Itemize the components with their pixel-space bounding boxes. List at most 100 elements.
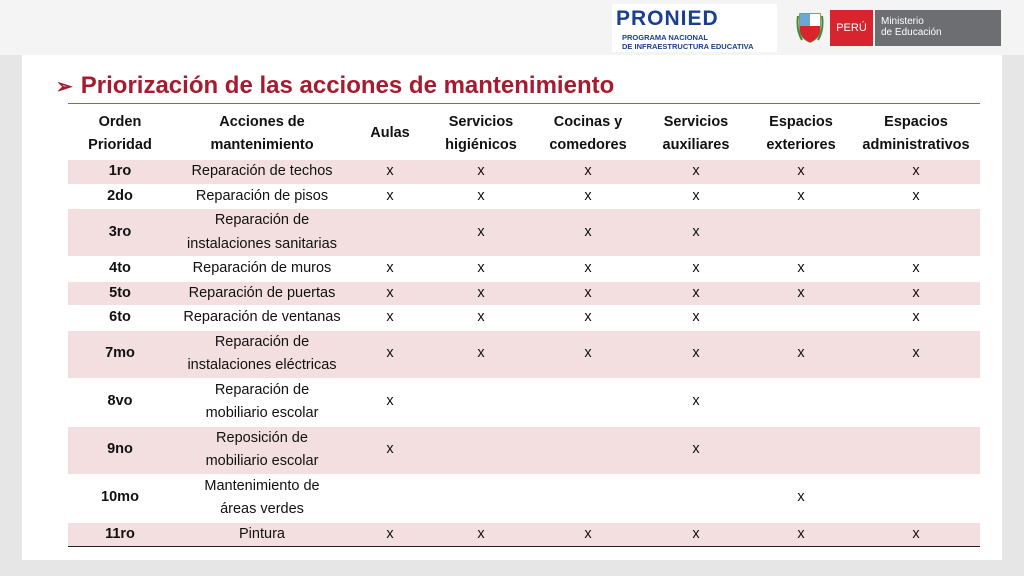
table-row: 9no Reposición de mobiliario escolar x x <box>68 426 980 474</box>
mark-cell <box>534 474 642 522</box>
slide-title: ➢ Priorización de las acciones de manteni… <box>56 72 614 100</box>
action-cell: Reparación de mobiliario escolar <box>205 381 319 422</box>
action-cell: Reparación de muros <box>192 260 332 276</box>
order-cell: 3ro <box>108 223 132 240</box>
bullet-arrow: ➢ <box>56 76 73 98</box>
mark-cell: x <box>797 489 805 506</box>
mark-cell <box>352 209 428 257</box>
mark-cell: x <box>797 163 805 179</box>
ministry-line: de Educación <box>881 27 942 38</box>
header-row: Orden Prioridad Acciones de mantenimiento… <box>68 108 980 160</box>
table-row: 4to Reparación de muros x x x x x x <box>68 257 980 281</box>
mark-cell <box>852 378 980 426</box>
mark-cell: x <box>477 309 485 325</box>
mark-cell: x <box>584 260 592 276</box>
mark-cell: x <box>797 187 805 204</box>
action-cell: Pintura <box>239 525 285 542</box>
mark-cell: x <box>386 163 394 179</box>
mark-cell: x <box>386 525 394 542</box>
mark-cell: x <box>912 284 920 301</box>
slide <box>22 55 1002 560</box>
order-cell: 11ro <box>105 525 135 542</box>
order-cell: 1ro <box>108 163 132 179</box>
column-header: Servicios higiénicos <box>445 113 517 154</box>
mark-cell: x <box>797 260 805 276</box>
action-cell: Reparación de pisos <box>195 187 329 204</box>
ministry-line: Ministerio <box>881 16 924 27</box>
mark-cell: x <box>386 309 394 325</box>
table-row: 1ro Reparación de techos x x x x x x <box>68 160 980 184</box>
mark-cell: x <box>692 187 700 204</box>
mark-cell: x <box>797 525 805 542</box>
mark-cell: x <box>692 525 700 542</box>
table-row: 5to Reparación de puertas x x x x x x <box>68 281 980 306</box>
logo-line: DE INFRAESTRUCTURA EDUCATIVA <box>622 42 754 51</box>
crest <box>796 13 824 43</box>
mark-cell: x <box>386 260 394 276</box>
mark-cell <box>352 474 428 522</box>
action-cell: Reparación de puertas <box>188 284 336 301</box>
title-text: Priorización de las acciones de mantenim… <box>80 72 615 99</box>
mark-cell: x <box>386 284 394 301</box>
logo-line: PROGRAMA NACIONAL <box>622 33 708 42</box>
peru-label: PERÚ <box>830 10 873 46</box>
column-header: Cocinas y comedores <box>549 113 627 154</box>
mark-cell: x <box>477 163 485 179</box>
order-cell: 7mo <box>105 345 135 362</box>
action-cell: Reparación de techos <box>191 163 333 179</box>
mark-cell: x <box>584 525 592 542</box>
pronied-logo: PRONIED PROGRAMA NACIONAL DE INFRAESTRUC… <box>612 4 777 52</box>
column-header: Espacios administrativos <box>862 113 970 154</box>
action-cell: Reposición de mobiliario escolar <box>205 429 319 470</box>
ministry-label: Ministerio de Educación <box>875 10 1001 46</box>
mark-cell: x <box>477 260 485 276</box>
mark-cell <box>750 306 852 331</box>
mark-cell: x <box>477 223 485 240</box>
mark-cell: x <box>477 284 485 301</box>
mark-cell: x <box>692 309 700 325</box>
action-cell: Reparación de ventanas <box>183 309 341 325</box>
table-row: 7mo Reparación de instalaciones eléctrica… <box>68 330 980 378</box>
order-cell: 6to <box>109 309 131 325</box>
table-row: 10mo Mantenimiento de áreas verdes x <box>68 474 980 522</box>
mark-cell <box>750 209 852 257</box>
mark-cell: x <box>584 187 592 204</box>
column-header: Aulas <box>370 125 410 142</box>
table-row: 2do Reparación de pisos x x x x x x <box>68 184 980 209</box>
table-row: 3ro Reparación de instalaciones sanitaria… <box>68 208 980 257</box>
mark-cell: x <box>386 441 394 458</box>
mark-cell <box>428 378 534 426</box>
mark-cell: x <box>912 163 920 179</box>
mark-cell <box>642 474 750 522</box>
mark-cell: x <box>692 441 700 458</box>
mark-cell <box>852 426 980 474</box>
order-cell: 8vo <box>107 393 133 410</box>
table-row: 6to Reparación de ventanas x x x x x <box>68 306 980 331</box>
column-header: Espacios exteriores <box>766 113 836 154</box>
priority-table: Orden Prioridad Acciones de mantenimiento… <box>68 108 980 547</box>
mark-cell: x <box>584 284 592 301</box>
mark-cell: x <box>912 345 920 362</box>
mark-cell: x <box>692 345 700 362</box>
mark-cell: x <box>912 187 920 204</box>
mark-cell: x <box>797 284 805 301</box>
mark-cell <box>534 426 642 474</box>
mark-cell <box>534 378 642 426</box>
mark-cell <box>852 474 980 522</box>
action-cell: Mantenimiento de áreas verdes <box>204 477 320 518</box>
mark-cell <box>428 426 534 474</box>
mark-cell: x <box>692 163 700 179</box>
action-cell: Reparación de instalaciones eléctricas <box>187 333 337 374</box>
mark-cell: x <box>584 223 592 240</box>
mark-cell: x <box>386 345 394 362</box>
mark-cell: x <box>386 187 394 204</box>
table-body: 1ro Reparación de techos x x x x x x 2do Reparaci… <box>68 160 980 547</box>
mark-cell <box>428 474 534 522</box>
column-header: Acciones de mantenimiento <box>210 113 314 154</box>
mark-cell: x <box>386 393 394 410</box>
action-cell: Reparación de instalaciones sanitarias <box>187 212 337 252</box>
logo-text: PRONIED <box>616 7 719 30</box>
mark-cell: x <box>477 345 485 362</box>
mark-cell: x <box>477 187 485 204</box>
